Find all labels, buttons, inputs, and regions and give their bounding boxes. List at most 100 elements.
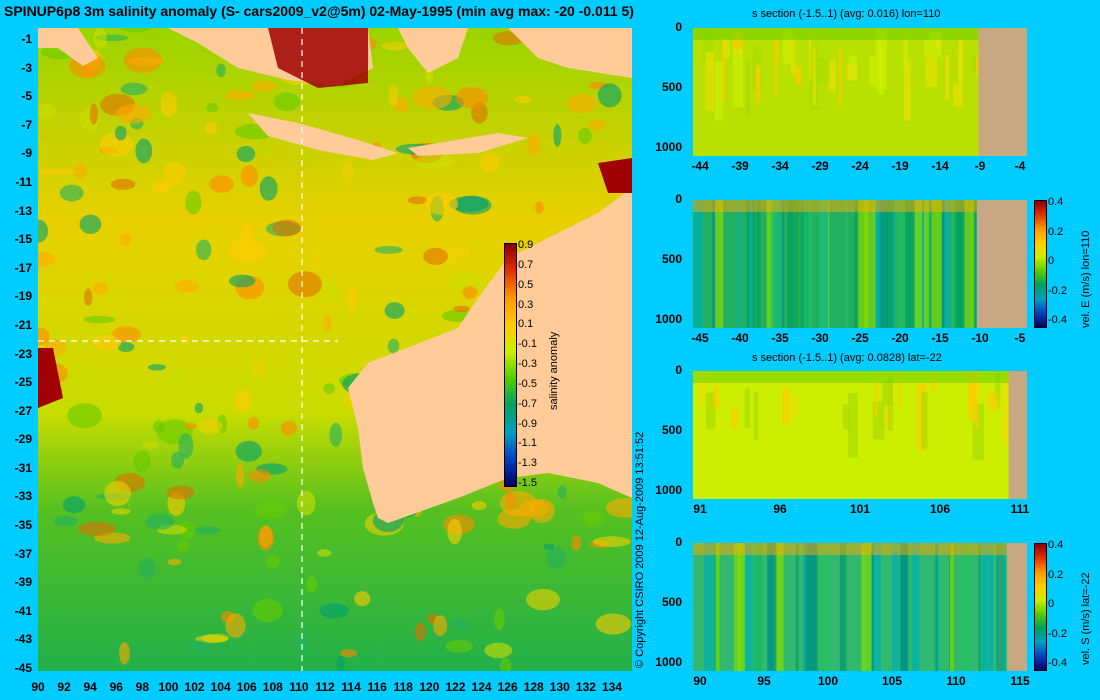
section-feature: [714, 61, 724, 121]
map-y-tick: -45: [14, 661, 32, 675]
s-section-lon-title: s section (-1.5..1) (avg: 0.016) lon=110: [752, 8, 941, 20]
section-feature: [704, 543, 709, 671]
section-colorbar-tick: 0: [1048, 598, 1055, 610]
eddy-patch: [280, 420, 297, 436]
section-feature: [987, 543, 994, 671]
section-feature: [732, 33, 743, 55]
eddy-patch: [38, 219, 49, 243]
section-colorbar-tick: -0.4: [1048, 314, 1067, 326]
eddy-patch: [111, 326, 141, 343]
map-x-tick: 128: [523, 680, 544, 694]
eddy-patch: [433, 615, 448, 637]
section-feature: [733, 543, 745, 671]
eddy-patch: [316, 279, 340, 304]
eddy-patch: [323, 383, 336, 394]
section-feature: [782, 29, 793, 65]
section-feature: [819, 543, 829, 671]
section-feature: [744, 388, 750, 429]
eddy-patch: [543, 543, 555, 550]
section-feature: [898, 373, 902, 409]
section-colorbar-tick: -0.2: [1048, 284, 1067, 297]
map-x-tick: 132: [575, 680, 596, 694]
australia-land: [348, 188, 632, 523]
section-feature: [839, 47, 842, 107]
section-feature: [787, 200, 795, 328]
eddy-patch: [354, 591, 371, 607]
section-feature: [995, 373, 1001, 408]
section-feature: [976, 373, 980, 401]
section-feature: [870, 543, 881, 671]
map-colorbar-tick: 0.9: [518, 239, 534, 251]
eddy-patch: [566, 93, 598, 114]
eddy-patch: [176, 539, 189, 553]
eddy-patch: [197, 418, 223, 435]
eddy-patch: [499, 657, 512, 671]
eddy-patch: [179, 521, 196, 540]
section-feature: [817, 57, 830, 84]
eddy-patch: [526, 133, 541, 156]
section-feature: [941, 200, 945, 328]
eddy-patch: [294, 635, 309, 650]
section-colorbar-tick: 0.2: [1048, 568, 1064, 581]
eddy-patch: [381, 41, 409, 51]
eddy-patch: [236, 145, 256, 163]
eddy-patch: [133, 450, 151, 473]
surface-layer: [693, 371, 1009, 383]
eddy-patch: [209, 175, 234, 193]
eddy-patch: [388, 84, 399, 108]
vel-e-section-svg: [693, 200, 1027, 328]
eddy-patch: [273, 92, 301, 112]
section-x-tick: 100: [817, 674, 839, 688]
map-x-tick: 134: [601, 680, 623, 694]
map-x-tick: 118: [393, 680, 413, 694]
high-anomaly-zone: [268, 28, 368, 88]
section-land: [976, 200, 1027, 328]
section-feature: [914, 543, 917, 671]
eddy-patch: [114, 125, 127, 141]
surface-layer: [693, 543, 1007, 555]
eddy-patch: [78, 521, 116, 536]
map-x-tick: 92: [57, 680, 71, 694]
eddy-patch: [160, 91, 178, 118]
eddy-patch: [166, 375, 186, 385]
eddy-patch: [184, 423, 197, 430]
section-feature: [841, 543, 847, 671]
section-feature: [903, 39, 908, 70]
section-feature: [958, 200, 965, 328]
map-x-tick: 100: [158, 680, 179, 694]
newguinea-land: [508, 28, 632, 78]
eddy-patch: [577, 127, 592, 144]
map-colorbar: [504, 243, 517, 487]
section-x-tick: -35: [771, 331, 789, 345]
section-feature: [722, 37, 730, 59]
map-x-tick: 130: [549, 680, 570, 694]
section-colorbar-tick: 0.4: [1048, 196, 1064, 208]
eddy-patch: [83, 315, 116, 324]
section-feature: [857, 200, 869, 328]
eddy-patch: [319, 603, 350, 619]
sulawesi-land: [398, 28, 468, 73]
eddy-patch: [471, 501, 487, 511]
map-y-tick: -5: [21, 89, 32, 104]
section-feature: [754, 391, 758, 441]
section-feature: [939, 200, 951, 328]
eddy-patch: [91, 334, 122, 351]
section-feature: [705, 392, 716, 429]
section-y-tick: 1000: [655, 483, 682, 497]
map-svg: [38, 28, 632, 671]
eddy-patch: [407, 196, 428, 205]
section-feature: [698, 372, 706, 406]
eddy-patch: [121, 28, 150, 33]
s-section-lat-title: s section (-1.5..1) (avg: 0.0828) lat=-2…: [752, 352, 942, 364]
section-x-tick: -45: [691, 331, 709, 345]
section-feature: [960, 543, 973, 671]
eddy-patch: [163, 161, 186, 186]
section-x-tick: -5: [1014, 331, 1026, 345]
eddy-patch: [92, 281, 108, 296]
eddy-patch: [233, 389, 252, 413]
section-feature: [848, 55, 857, 81]
section-y-tick: 0: [675, 363, 682, 377]
map-colorbar-tick: -1.5: [518, 477, 537, 489]
section-y-tick: 500: [661, 423, 682, 437]
section-feature: [847, 393, 858, 458]
